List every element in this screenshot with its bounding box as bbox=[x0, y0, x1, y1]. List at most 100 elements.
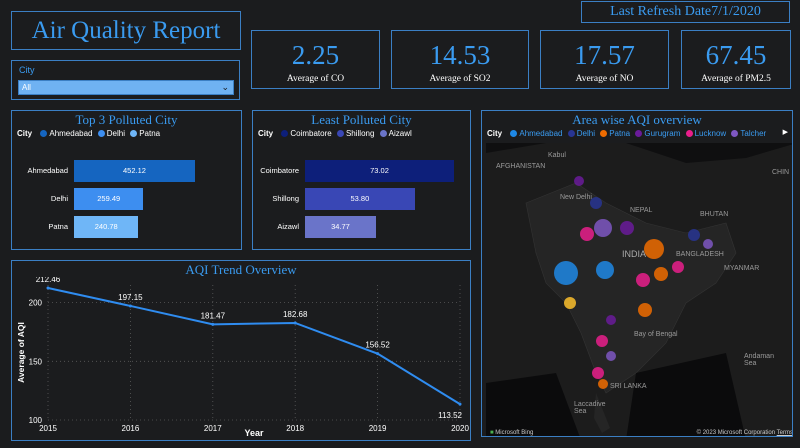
map-bubble[interactable] bbox=[554, 261, 578, 285]
bar-value-label: 259.49 bbox=[97, 194, 121, 203]
map-label-myanmar: MYANMAR bbox=[724, 265, 760, 272]
map-bubble[interactable] bbox=[620, 221, 634, 235]
chart-legend: City Coimbatore Shillong Aizawl bbox=[253, 127, 470, 140]
map-bubble[interactable] bbox=[606, 351, 616, 361]
map-bubble[interactable] bbox=[574, 176, 584, 186]
map-label-bangladesh: BANGLADESH bbox=[676, 251, 724, 258]
map-bubble[interactable] bbox=[672, 261, 684, 273]
y-tick-label: 100 bbox=[29, 416, 43, 425]
refresh-date-box: Last Refresh Date7/1/2020 bbox=[581, 1, 790, 23]
map-bubble[interactable] bbox=[654, 267, 668, 281]
legend-item[interactable]: Delhi bbox=[106, 129, 125, 138]
legend-item[interactable]: Shillong bbox=[345, 129, 375, 138]
data-label: 113.52 bbox=[438, 411, 462, 420]
map-bubble[interactable] bbox=[592, 367, 604, 379]
y-tick-label: 200 bbox=[29, 299, 43, 308]
map-label-bay-of-bengal: Bay of Bengal bbox=[634, 331, 678, 338]
map-bubble[interactable] bbox=[596, 335, 608, 347]
top-polluted-bars: Ahmedabad 452.12 Delhi 259.49 Patna 240.78 bbox=[12, 160, 241, 240]
legend-item[interactable]: Aizawl bbox=[388, 129, 412, 138]
map-bubble[interactable] bbox=[598, 379, 608, 389]
panel-title: Least Polluted City bbox=[311, 112, 412, 127]
report-title: Air Quality Report bbox=[31, 17, 221, 44]
legend-item[interactable]: Ahmedabad bbox=[519, 129, 563, 138]
chevron-down-icon: ⌄ bbox=[221, 82, 229, 92]
map-label-kabul: Kabul bbox=[548, 152, 566, 159]
legend-item[interactable]: Ahmedabad bbox=[49, 129, 93, 138]
bar[interactable]: 259.49 bbox=[74, 188, 144, 210]
bar-category-label: Patna bbox=[48, 222, 68, 231]
card-value: 14.53 bbox=[429, 40, 491, 70]
bing-logo: ■ Microsoft Bing bbox=[490, 430, 534, 436]
legend-item[interactable]: Lucknow bbox=[694, 129, 727, 138]
map-terms-link[interactable]: Terms bbox=[776, 430, 793, 436]
data-point bbox=[458, 402, 462, 406]
report-title-box: Air Quality Report bbox=[11, 11, 241, 50]
bar[interactable]: 452.12 bbox=[74, 160, 195, 182]
map-copyright: © 2023 Microsoft Corporation Terms bbox=[696, 430, 793, 436]
legend-dot bbox=[685, 130, 693, 137]
map-bubble[interactable] bbox=[590, 197, 602, 209]
bar-category-label: Ahmedabad bbox=[27, 166, 68, 175]
legend-next-arrow-icon[interactable]: ▶ bbox=[782, 129, 788, 136]
panel-title: Top 3 Polluted City bbox=[75, 112, 178, 127]
data-label: 156.52 bbox=[365, 341, 390, 350]
card-value: 2.25 bbox=[291, 40, 340, 70]
data-point bbox=[376, 352, 380, 356]
card-avg-no: 17.57 Average of NO bbox=[540, 30, 669, 89]
map-canvas[interactable]: Kabul AFGHANISTAN New Delhi NEPAL BHUTAN… bbox=[486, 143, 793, 436]
least-polluted-bars: Coimbatore 73.02 Shillong 53.80 Aizawl 34.77 bbox=[253, 160, 470, 240]
legend-item[interactable]: Talcher bbox=[740, 129, 767, 138]
map-bubble[interactable] bbox=[564, 297, 576, 309]
data-point bbox=[128, 304, 132, 308]
bar[interactable]: 53.80 bbox=[305, 188, 415, 210]
legend-title: City bbox=[258, 129, 274, 138]
x-tick-label: 2016 bbox=[122, 424, 140, 433]
map-bubble[interactable] bbox=[580, 227, 594, 241]
bar-category-label: Delhi bbox=[50, 194, 68, 203]
series-line bbox=[47, 287, 461, 405]
map-bubble[interactable] bbox=[644, 239, 664, 259]
map-bubble[interactable] bbox=[594, 219, 612, 237]
legend-item[interactable]: Delhi bbox=[576, 129, 595, 138]
map-bubble[interactable] bbox=[703, 239, 713, 249]
bar[interactable]: 240.78 bbox=[74, 216, 139, 238]
data-label: 182.68 bbox=[283, 310, 308, 319]
card-value: 17.57 bbox=[574, 40, 635, 70]
panel-title: AQI Trend Overview bbox=[185, 262, 297, 277]
map-label-china: CHIN bbox=[772, 169, 790, 176]
map-label-laccadive: Laccadive Sea bbox=[574, 401, 606, 415]
map-bubble[interactable] bbox=[606, 315, 616, 325]
card-avg-so2: 14.53 Average of SO2 bbox=[391, 30, 529, 89]
legend-dot bbox=[336, 130, 344, 137]
card-label: Average of NO bbox=[575, 74, 634, 84]
panel-title: Area wise AQI overview bbox=[572, 112, 702, 127]
bar-value-label: 240.78 bbox=[94, 222, 118, 231]
bar-value-label: 73.02 bbox=[370, 166, 389, 175]
map-bubble[interactable] bbox=[638, 303, 652, 317]
bar[interactable]: 34.77 bbox=[305, 216, 376, 238]
legend-dot bbox=[97, 130, 105, 137]
map-label-india: INDIA bbox=[622, 249, 647, 259]
legend-dot bbox=[567, 130, 575, 137]
card-value: 67.45 bbox=[705, 40, 767, 70]
legend-dot bbox=[130, 130, 138, 137]
legend-dot bbox=[40, 130, 48, 137]
map-bubble[interactable] bbox=[596, 261, 614, 279]
legend-item[interactable]: Patna bbox=[139, 129, 161, 138]
city-dropdown[interactable]: All ⌄ bbox=[18, 80, 234, 95]
aqi-trend-chart: 100 150 200 2015 2016 2017 2018 2019 2020 212.46 1… bbox=[16, 277, 469, 438]
legend-item[interactable]: Coimbatore bbox=[290, 129, 332, 138]
y-tick-label: 150 bbox=[29, 357, 43, 366]
bar-row: Ahmedabad 452.12 bbox=[12, 160, 241, 182]
map-bubble[interactable] bbox=[636, 273, 650, 287]
map-label-new-delhi: New Delhi bbox=[560, 194, 592, 201]
card-label: Average of SO2 bbox=[429, 74, 491, 84]
map-label-bhutan: BHUTAN bbox=[700, 211, 729, 218]
legend-item[interactable]: Patna bbox=[609, 129, 631, 138]
bar[interactable]: 73.02 bbox=[305, 160, 454, 182]
map-bubble[interactable] bbox=[688, 229, 700, 241]
x-axis-title: Year bbox=[244, 428, 264, 438]
legend-dot bbox=[379, 130, 387, 137]
legend-item[interactable]: Gurugram bbox=[644, 129, 681, 138]
